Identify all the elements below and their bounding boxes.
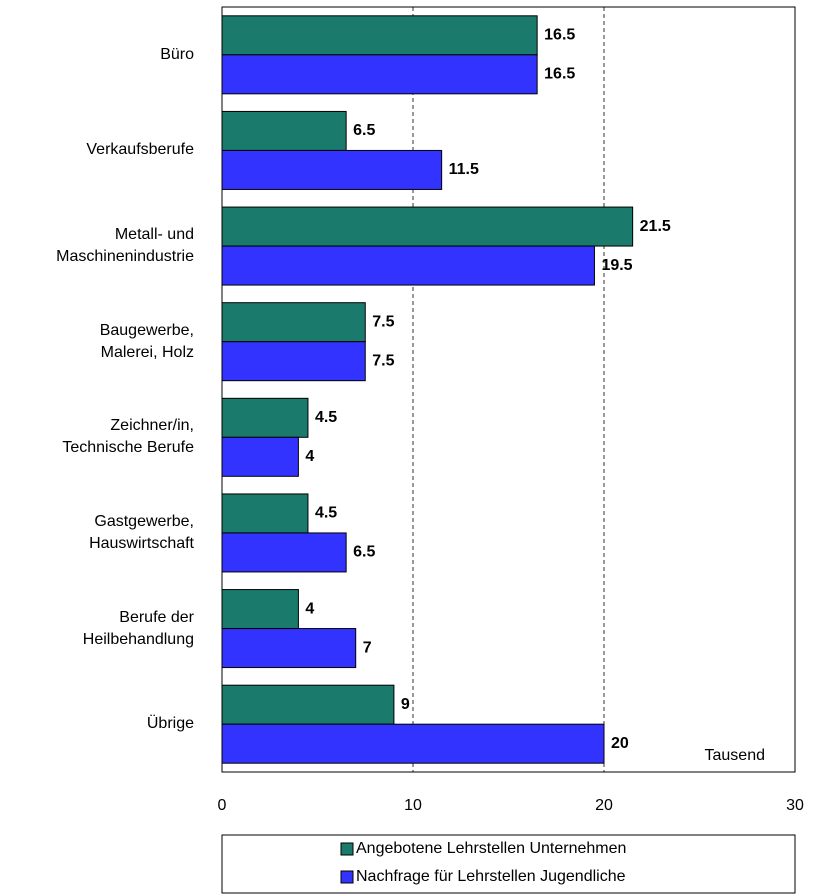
bar bbox=[221, 15, 538, 56]
bar bbox=[221, 589, 299, 630]
bar bbox=[221, 341, 366, 382]
category-label: Verkaufsberufe bbox=[86, 141, 194, 159]
bar bbox=[221, 110, 347, 151]
value-label: 6.5 bbox=[353, 544, 375, 561]
category-label: Berufe der Heilbehandlung bbox=[82, 608, 194, 648]
bar bbox=[221, 532, 347, 573]
bar bbox=[221, 245, 595, 286]
category-label: Büro bbox=[160, 45, 194, 63]
value-label: 7.5 bbox=[372, 352, 394, 369]
value-label: 9 bbox=[401, 696, 410, 713]
legend-label: Nachfrage für Lehrstellen Jugendliche bbox=[356, 868, 626, 885]
legend-swatch bbox=[340, 870, 354, 884]
value-label: 4.5 bbox=[315, 505, 337, 522]
bar bbox=[221, 493, 309, 534]
value-label: 4 bbox=[305, 600, 314, 617]
plot-frame bbox=[221, 6, 796, 773]
value-label: 16.5 bbox=[544, 27, 575, 44]
category-label: Metall- und Maschinenindustrie bbox=[56, 226, 194, 266]
category-label: Zeichner/in, Technische Berufe bbox=[62, 417, 194, 457]
category-label: Baugewerbe, Malerei, Holz bbox=[99, 321, 194, 361]
bar bbox=[221, 628, 357, 669]
legend-box bbox=[221, 834, 796, 894]
x-tick-label: 10 bbox=[404, 797, 422, 814]
x-tick-label: 20 bbox=[595, 797, 613, 814]
value-label: 7 bbox=[363, 639, 372, 656]
value-label: 6.5 bbox=[353, 122, 375, 139]
bar bbox=[221, 54, 538, 95]
bar bbox=[221, 397, 309, 438]
bar bbox=[221, 149, 443, 190]
bar bbox=[221, 302, 366, 343]
value-label: 19.5 bbox=[601, 257, 632, 274]
unit-annotation: Tausend bbox=[705, 747, 766, 764]
value-label: 7.5 bbox=[372, 313, 394, 330]
bar bbox=[221, 723, 605, 764]
value-label: 11.5 bbox=[449, 161, 479, 178]
value-label: 4 bbox=[305, 448, 314, 465]
value-label: 16.5 bbox=[544, 66, 575, 83]
x-tick-label: 30 bbox=[786, 797, 804, 814]
bar bbox=[221, 436, 299, 477]
category-label: Gastgewerbe, Hauswirtschaft bbox=[89, 512, 194, 552]
bar bbox=[221, 684, 395, 725]
category-label: Übrige bbox=[146, 715, 194, 733]
bar bbox=[221, 206, 634, 247]
value-label: 21.5 bbox=[640, 218, 671, 235]
value-label: 4.5 bbox=[315, 409, 337, 426]
legend-label: Angebotene Lehrstellen Unternehmen bbox=[356, 840, 626, 857]
value-label: 20 bbox=[611, 735, 629, 752]
legend-swatch bbox=[340, 842, 354, 856]
x-tick-label: 0 bbox=[218, 797, 227, 814]
